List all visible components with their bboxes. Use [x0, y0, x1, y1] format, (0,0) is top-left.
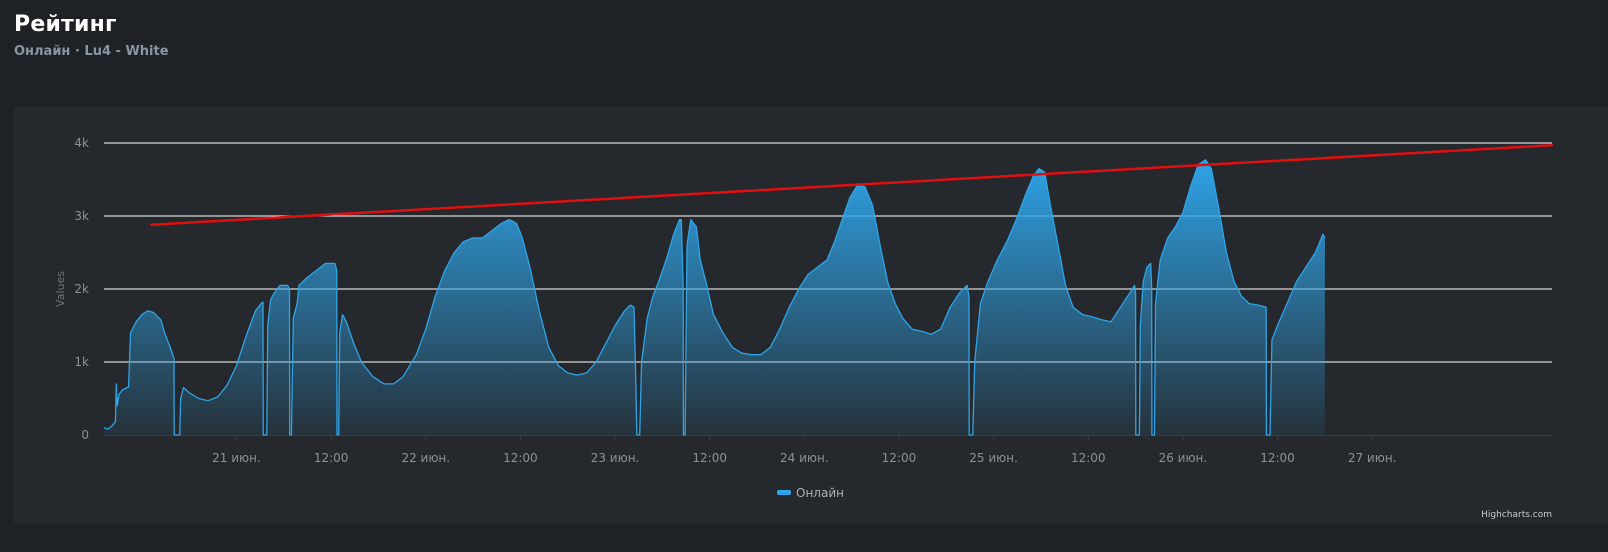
x-tick-label: 12:00 [692, 451, 727, 465]
x-tick-label: 26 июн. [1159, 451, 1208, 465]
page-title: Рейтинг [14, 12, 117, 37]
y-tick-label: 1k [74, 355, 89, 369]
x-tick-label: 25 июн. [969, 451, 1018, 465]
x-tick-label: 12:00 [1071, 451, 1106, 465]
legend[interactable]: Онлайн [777, 486, 844, 500]
y-tick-label: 0 [81, 428, 89, 442]
legend-item-online[interactable]: Онлайн [796, 486, 844, 500]
y-tick-label: 4k [74, 136, 89, 150]
x-tick-label: 24 июн. [780, 451, 829, 465]
x-tick-label: 12:00 [1260, 451, 1295, 465]
trend-line [150, 143, 1554, 227]
x-axis-labels: 21 июн. 12:00 22 июн. 12:00 23 июн. 12:00 24 и… [212, 435, 1397, 465]
credits-link[interactable]: Highcharts.com [1481, 510, 1552, 520]
page-subtitle: Онлайн · Lu4 - White [14, 44, 169, 59]
x-tick-label: 22 июн. [401, 451, 450, 465]
series-layer [103, 143, 1554, 436]
series-line-online[interactable] [103, 159, 1326, 436]
y-axis-labels: 0 1k 2k 3k 4k [74, 136, 89, 442]
x-tick-label: 21 июн. [212, 451, 261, 465]
legend-swatch [777, 490, 791, 495]
y-tick-label: 2k [74, 282, 89, 296]
x-tick-label: 27 июн. [1348, 451, 1397, 465]
chart-svg: 0 1k 2k 3k 4k 21 июн. 12:00 22 июн. 12:00 23 июн… [54, 136, 1554, 520]
legend-symbol-online [777, 490, 791, 495]
series-area-online[interactable] [104, 159, 1325, 436]
x-tick-label: 12:00 [503, 451, 538, 465]
x-tick-label: 23 июн. [591, 451, 640, 465]
y-tick-label: 3k [74, 209, 89, 223]
chart-panel: 0 1k 2k 3k 4k 21 июн. 12:00 22 июн. 12:00 23 июн… [14, 107, 1608, 523]
y-axis-title: Values [54, 271, 67, 307]
x-tick-label: 12:00 [314, 451, 349, 465]
x-tick-label: 12:00 [882, 451, 917, 465]
